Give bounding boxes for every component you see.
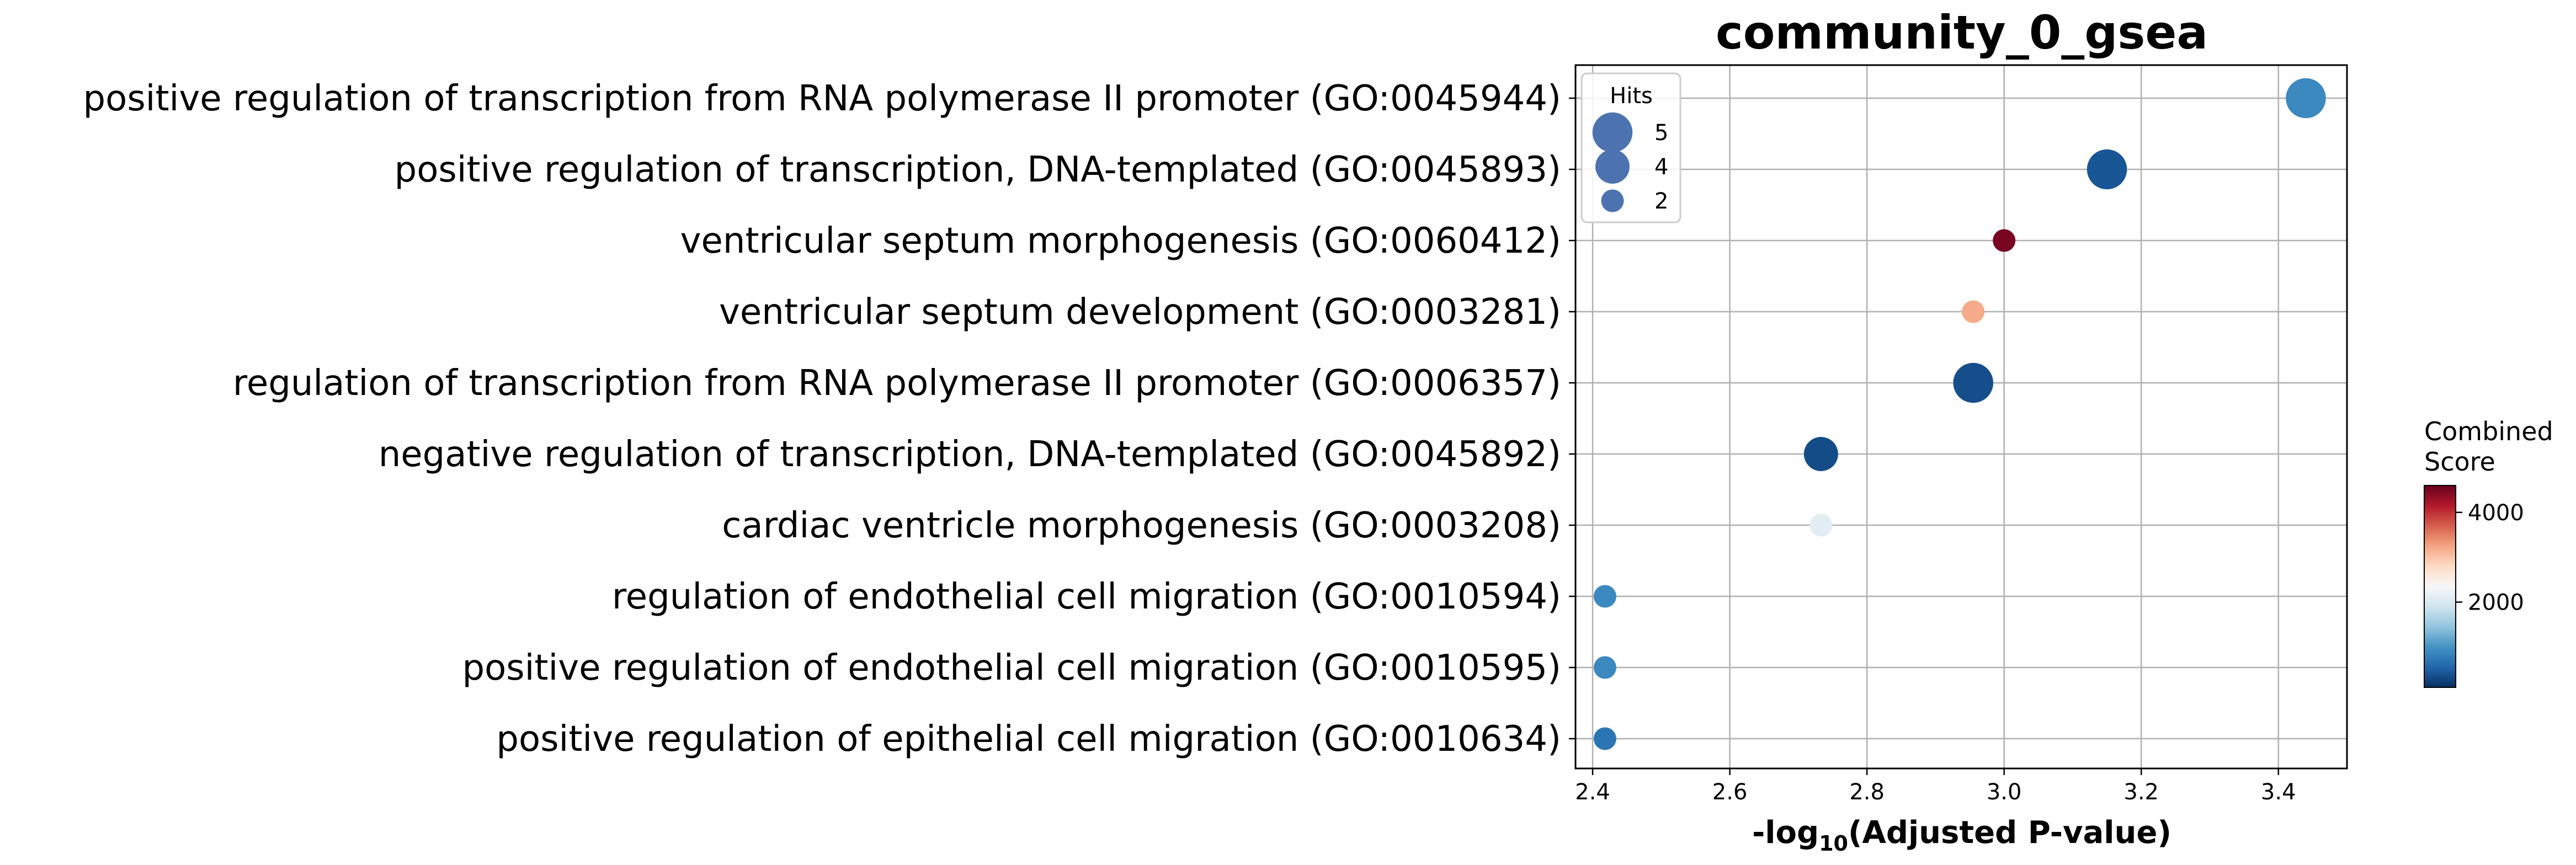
legend-label: 5: [1654, 120, 1668, 146]
legend-marker: [1601, 189, 1624, 212]
colorbar-title-line1: Combined: [2424, 417, 2553, 446]
data-point: [1953, 362, 1993, 403]
x-tick-label: 3.4: [2261, 779, 2296, 805]
x-tick-label: 2.8: [1849, 779, 1885, 805]
y-tick-label: ventricular septum morphogenesis (GO:006…: [680, 221, 1561, 261]
data-point: [1993, 229, 2016, 252]
y-tick-label: regulation of endothelial cell migration…: [612, 576, 1561, 617]
colorbar-tick-label: 2000: [2468, 590, 2524, 615]
y-tick-label: positive regulation of epithelial cell m…: [496, 719, 1561, 760]
legend-marker: [1592, 112, 1633, 153]
colorbar-title-line2: Score: [2424, 447, 2495, 477]
data-point: [2087, 149, 2127, 190]
x-tick-label: 2.4: [1575, 779, 1610, 805]
y-tick-label: regulation of transcription from RNA pol…: [233, 363, 1561, 404]
y-tick-label: cardiac ventricle morphogenesis (GO:0003…: [722, 505, 1561, 546]
data-point: [1593, 727, 1616, 750]
x-axis-label-prefix: -log: [1752, 815, 1819, 851]
y-tick-label: ventricular septum development (GO:00032…: [719, 292, 1561, 333]
legend-title: Hits: [1610, 83, 1653, 109]
x-axis-label: -log10(Adjusted P-value): [1752, 815, 2171, 856]
data-point: [1809, 514, 1833, 537]
colorbar-gradient: [2424, 485, 2456, 688]
legend-label: 2: [1654, 189, 1668, 214]
y-tick-label: negative regulation of transcription, DN…: [379, 434, 1561, 475]
legend-frame: [1580, 72, 1681, 223]
x-tick-label: 3.2: [2123, 779, 2159, 805]
x-tick-label: 3.0: [1987, 779, 2022, 805]
y-tick-label: positive regulation of transcription, DN…: [395, 149, 1561, 190]
x-axis-label-subscript: 10: [1819, 831, 1848, 856]
y-tick-label: positive regulation of endothelial cell …: [462, 648, 1561, 688]
legend-marker: [1595, 149, 1630, 184]
y-axis: positive regulation of transcription fro…: [83, 78, 1576, 760]
colorbar-tick-label: 4000: [2468, 500, 2524, 526]
data-point: [1962, 300, 1985, 323]
data-point: [1803, 437, 1838, 471]
y-tick-label: positive regulation of transcription fro…: [83, 78, 1561, 119]
x-tick-label: 2.6: [1712, 779, 1748, 805]
grid-lines: [1576, 65, 2347, 768]
data-point: [1593, 656, 1616, 679]
x-axis-label-suffix: (Adjusted P-value): [1848, 815, 2171, 851]
data-points: [1593, 78, 2326, 750]
data-point: [2286, 78, 2326, 119]
chart-title: community_0_gsea: [1716, 6, 2208, 60]
colorbar: Combined Score 2000 4000: [2424, 417, 2553, 688]
x-axis: 2.4 2.6 2.8 3.0 3.2 3.4: [1575, 768, 2296, 805]
hits-legend: Hits 5 4 2: [1580, 72, 1681, 223]
plot-frame: [1574, 64, 2348, 770]
legend-label: 4: [1654, 154, 1668, 180]
data-point: [1593, 585, 1616, 608]
